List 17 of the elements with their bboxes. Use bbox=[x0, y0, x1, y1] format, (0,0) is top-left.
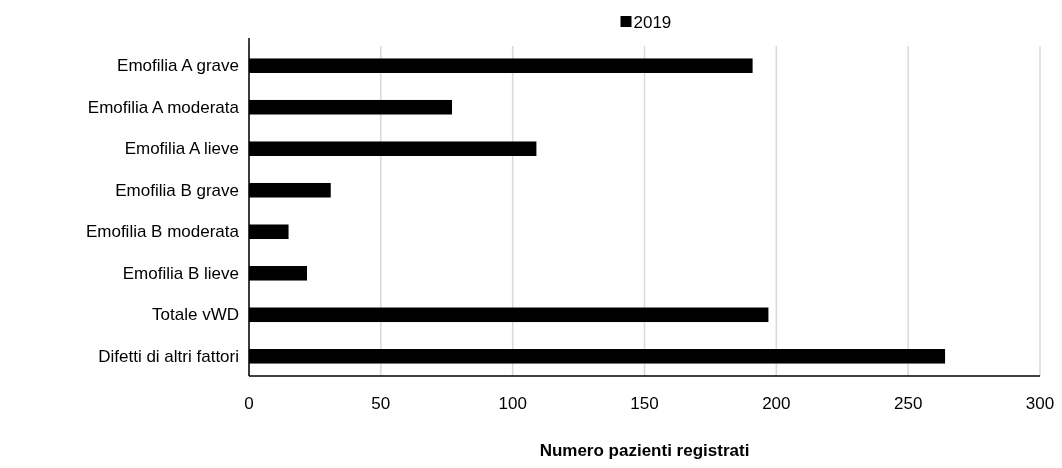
x-tick-label: 50 bbox=[371, 394, 391, 413]
y-tick-label: Difetti di altri fattori bbox=[98, 346, 239, 366]
y-tick-label: Emofilia B grave bbox=[115, 180, 239, 200]
x-tick-label: 200 bbox=[762, 394, 791, 413]
y-tick-label: Emofilia B moderata bbox=[85, 222, 240, 242]
x-tick-label: 150 bbox=[630, 394, 659, 413]
y-tick-label: Emofilia A grave bbox=[117, 56, 239, 76]
y-tick-label: Emofilia A moderata bbox=[87, 97, 240, 117]
legend-label: 2019 bbox=[633, 12, 672, 32]
x-tick-label: 250 bbox=[893, 394, 923, 413]
x-tick-label: 0 bbox=[244, 394, 254, 413]
x-axis-title: Numero pazienti registrati bbox=[539, 441, 750, 460]
y-tick-label: Totale vWD bbox=[152, 305, 239, 325]
x-tick-label: 100 bbox=[498, 394, 527, 413]
y-tick-label: Emofilia B lieve bbox=[122, 263, 239, 283]
y-tick-label: Emofilia A lieve bbox=[124, 139, 239, 159]
x-tick-label: 300 bbox=[1025, 394, 1055, 413]
